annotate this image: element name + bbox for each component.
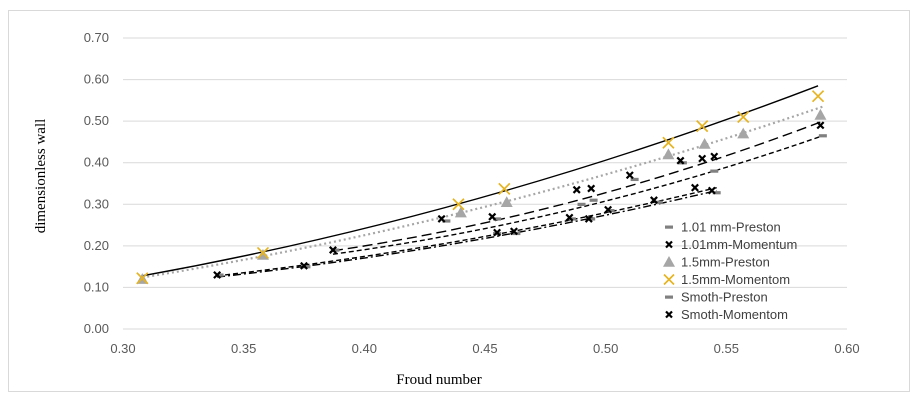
data-point — [814, 108, 827, 120]
data-point — [811, 90, 825, 103]
data-point — [662, 148, 675, 160]
data-point — [300, 261, 308, 270]
data-point — [331, 248, 340, 252]
data-point — [493, 217, 502, 221]
data-point — [328, 246, 337, 254]
data-point — [818, 134, 827, 138]
data-point — [452, 198, 465, 211]
data-point — [649, 196, 658, 205]
legend-label: 1.01mm-Momentum — [681, 237, 797, 252]
data-point — [630, 177, 639, 182]
legend-marker — [665, 225, 673, 229]
data-point — [662, 136, 675, 149]
y-tick-label: 0.40 — [84, 155, 109, 170]
data-point — [589, 198, 598, 202]
tick-labels: 0.00 0.10 0.20 0.30 0.40 0.50 0.60 0.70 0.30 0.35… — [84, 30, 860, 356]
data-point — [493, 228, 502, 237]
data-point — [625, 171, 634, 180]
data-point — [710, 169, 719, 173]
y-tick-label: 0.70 — [84, 30, 109, 45]
trendline-dotted — [142, 105, 824, 279]
data-point — [707, 186, 716, 195]
data-point — [509, 227, 518, 236]
data-point — [442, 219, 451, 223]
data-point — [577, 202, 586, 206]
x-tick-label: 0.60 — [834, 341, 859, 356]
legend-label: Smoth-Preston — [681, 290, 768, 305]
gridlines — [123, 37, 847, 330]
data-point — [710, 152, 719, 161]
y-tick-label: 0.50 — [84, 113, 109, 128]
data-points — [136, 90, 827, 285]
data-point — [256, 246, 270, 260]
data-point — [584, 214, 593, 223]
data-point — [690, 183, 699, 192]
legend-marker — [665, 310, 673, 319]
data-point — [437, 214, 446, 223]
data-point — [604, 205, 613, 214]
legend-label: Smoth-Momentom — [681, 307, 788, 322]
legend-marker — [665, 295, 673, 299]
legend-label: 1.5mm-Momentom — [681, 272, 790, 287]
trendline-shortdash — [217, 186, 717, 277]
x-axis-title: Froud number — [396, 372, 481, 388]
legend-label: 1.01 mm-Preston — [681, 220, 781, 235]
y-tick-label: 0.30 — [84, 196, 109, 211]
data-point — [587, 217, 596, 221]
data-point — [500, 196, 513, 208]
series-1 — [328, 121, 825, 254]
x-tick-label: 0.40 — [352, 341, 377, 356]
x-tick-label: 0.30 — [110, 341, 135, 356]
legend-label: 1.5mm-Preston — [681, 255, 770, 270]
data-point — [454, 206, 467, 218]
x-tick-label: 0.35 — [231, 341, 256, 356]
trendline-longdash — [332, 120, 824, 252]
data-point — [498, 182, 511, 196]
data-point — [696, 120, 709, 133]
chart-svg: 0.00 0.10 0.20 0.30 0.40 0.50 0.60 0.70 0.30 0.35… — [33, 30, 860, 388]
data-point — [136, 272, 149, 285]
y-tick-label: 0.60 — [84, 72, 109, 87]
trendlines — [142, 85, 824, 279]
y-tick-label: 0.20 — [84, 238, 109, 253]
series-5 — [213, 183, 716, 279]
y-tick-label: 0.10 — [84, 279, 109, 294]
data-point — [698, 138, 711, 149]
legend-marker — [665, 240, 673, 249]
data-point — [213, 270, 222, 279]
data-point — [565, 213, 574, 222]
data-point — [654, 200, 663, 204]
y-axis-title: dimensionless wall — [33, 119, 49, 234]
y-tick-label: 0.00 — [84, 321, 109, 336]
data-point — [587, 184, 596, 193]
data-point — [676, 156, 685, 165]
legend-marker — [663, 256, 675, 267]
chart-frame: 0.00 0.10 0.20 0.30 0.40 0.50 0.60 0.70 0.30 0.35… — [8, 10, 910, 392]
data-point — [215, 273, 224, 277]
data-point — [737, 127, 750, 139]
data-point — [488, 212, 497, 221]
data-point — [816, 121, 825, 130]
data-point — [572, 185, 581, 194]
data-point — [737, 110, 750, 124]
data-point — [712, 191, 721, 195]
trendline-dashdot — [217, 189, 717, 278]
x-tick-label: 0.50 — [593, 341, 618, 356]
trendline-shortdash — [332, 135, 824, 255]
x-tick-label: 0.45 — [472, 341, 497, 356]
trendline-solid — [142, 85, 819, 277]
data-point — [698, 154, 707, 163]
legend: 1.01 mm-Preston 1.01mm-Momentum 1.5mm-Pres… — [663, 220, 797, 322]
x-tick-label: 0.55 — [714, 341, 739, 356]
series-3 — [136, 90, 825, 285]
legend-marker — [663, 273, 675, 286]
